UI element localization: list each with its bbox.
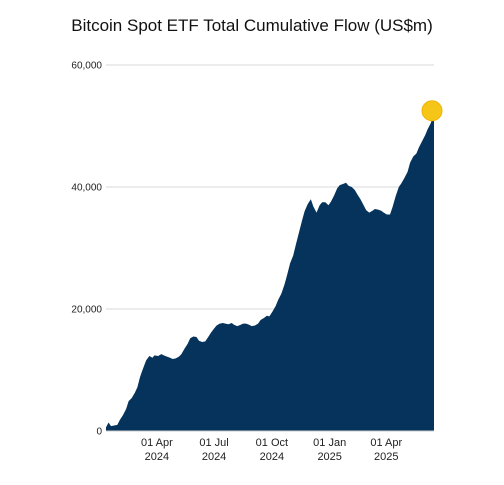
series-area-layer: [106, 110, 434, 432]
latest-value-marker: [421, 100, 443, 122]
y-tick-label: 60,000: [71, 61, 102, 72]
y-tick-label: 20,000: [71, 305, 102, 316]
x-tick-year-label: 2025: [374, 451, 398, 463]
y-tick-label: 40,000: [71, 183, 102, 194]
y-axis: 0 20,000 40,000 60,000: [71, 61, 102, 438]
x-tick-label: 01 Apr: [141, 437, 173, 449]
y-tick-label: 0: [96, 427, 102, 438]
x-tick-label: 01 Jul: [199, 437, 228, 449]
series-area: [106, 110, 434, 431]
x-tick-year-label: 2024: [145, 451, 169, 463]
x-tick-label: 01 Apr: [370, 437, 402, 449]
x-tick-year-label: 2025: [317, 451, 341, 463]
x-tick-label: 01 Jan: [313, 437, 346, 449]
x-axis: 01 Apr 2024 01 Jul 2024 01 Oct 2024 01 Jan 2025…: [141, 437, 402, 463]
highlight-layer: [421, 100, 443, 122]
x-tick-year-label: 2024: [260, 451, 284, 463]
x-tick-label: 01 Oct: [256, 437, 288, 449]
x-tick-year-label: 2024: [202, 451, 226, 463]
chart-title: Bitcoin Spot ETF Total Cumulative Flow (…: [71, 16, 433, 35]
